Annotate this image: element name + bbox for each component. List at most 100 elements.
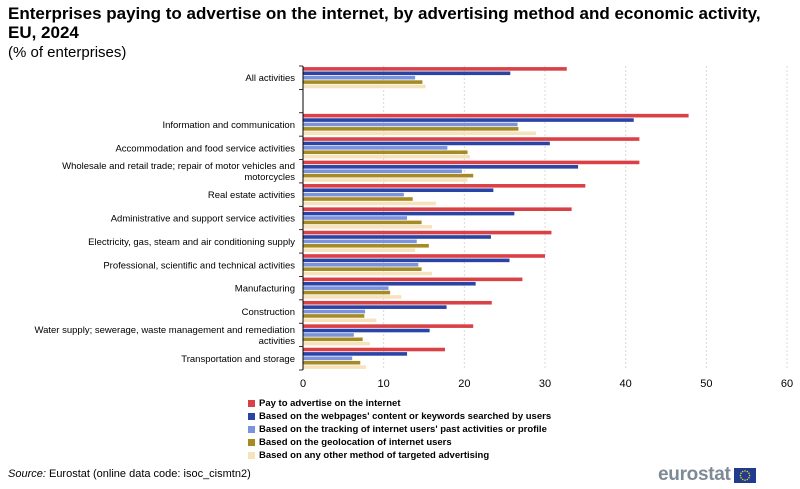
bar-other: [303, 178, 468, 182]
category-label: Professional, scientific and technical a…: [103, 260, 295, 271]
chart-legend: Pay to advertise on the internet Based on…: [248, 397, 551, 462]
bar-tracking: [303, 286, 389, 290]
logo-text: eurostat: [658, 464, 731, 485]
bar-pay: [303, 207, 572, 211]
bar-webpages: [303, 188, 494, 193]
bar-geolocation: [303, 127, 519, 131]
legend-label: Based on the tracking of internet users'…: [259, 424, 547, 435]
bar-geolocation: [303, 314, 365, 318]
bar-tracking: [303, 192, 404, 197]
bar-other: [303, 201, 437, 206]
bar-pay: [303, 277, 523, 282]
legend-swatch: [248, 439, 255, 446]
bar-pay: [303, 324, 474, 328]
legend-label: Pay to advertise on the internet: [259, 398, 401, 409]
chart-subtitle: (% of enterprises): [8, 44, 127, 61]
bar-webpages: [303, 352, 408, 356]
category-label: Transportation and storage: [181, 354, 295, 365]
legend-label: Based on the webpages' content or keywor…: [259, 411, 552, 422]
bar-geolocation: [303, 360, 361, 365]
bar-tracking: [303, 122, 518, 127]
bar-other: [303, 271, 433, 276]
flag-star: [739, 474, 741, 476]
x-tick-label: 30: [539, 378, 551, 390]
source-note: Source: Eurostat (online data code: isoc…: [8, 468, 251, 480]
flag-star: [739, 476, 742, 479]
category-label: Real estate activities: [208, 190, 295, 201]
flag-star: [741, 478, 744, 480]
bar-tracking: [303, 169, 462, 174]
legend-swatch: [248, 452, 255, 459]
bar-tracking: [303, 309, 366, 314]
bar-pay: [303, 184, 586, 188]
bar-geolocation: [303, 220, 422, 225]
category-label: activities: [259, 336, 296, 347]
x-tick-label: 10: [378, 378, 390, 390]
bar-tracking: [303, 75, 416, 80]
bar-webpages: [303, 258, 510, 263]
legend-label: Based on the geolocation of internet use…: [259, 437, 452, 448]
bar-pay: [303, 67, 567, 71]
x-tick-label: 50: [700, 378, 712, 390]
source-label: Source:: [8, 468, 46, 480]
bar-geolocation: [303, 173, 474, 178]
legend-label: Based on any other method of targeted ad…: [259, 450, 490, 461]
category-label: Information and communication: [162, 120, 295, 131]
category-label: motorcycles: [244, 172, 295, 183]
bar-webpages: [303, 281, 476, 286]
bar-other: [303, 295, 402, 299]
bar-pay: [303, 347, 445, 352]
legend-swatch: [248, 400, 255, 407]
flag-star: [743, 469, 746, 472]
category-label: Accommodation and food service activitie…: [115, 143, 295, 154]
bar-tracking: [303, 239, 417, 244]
bar-other: [303, 365, 366, 369]
category-label: Electricity, gas, steam and air conditio…: [88, 237, 295, 248]
bar-webpages: [303, 141, 550, 146]
bar-other: [303, 131, 537, 136]
legend-item: Pay to advertise on the internet: [248, 397, 551, 410]
bar-other: [303, 84, 426, 89]
bar-other: [303, 225, 433, 229]
bar-chart: All activities Information and communicat…: [34, 65, 793, 390]
bar-geolocation: [303, 290, 391, 295]
flag-star: [747, 476, 750, 479]
bar-other: [303, 318, 377, 323]
legend-item: Based on the geolocation of internet use…: [248, 436, 551, 449]
bar-geolocation: [303, 80, 423, 84]
bar-other: [303, 154, 470, 159]
legend-item: Based on the webpages' content or keywor…: [248, 410, 551, 423]
eurostat-logo: eurostat: [658, 464, 756, 486]
bar-webpages: [303, 328, 430, 333]
x-tick-label: 40: [620, 378, 632, 390]
bar-geolocation: [303, 267, 422, 271]
flag-star: [741, 470, 744, 472]
bar-pay: [303, 137, 640, 141]
bar-pay: [303, 254, 545, 258]
category-label: Administrative and support service activ…: [111, 214, 296, 225]
chart-title: Enterprises paying to advertise on the i…: [8, 4, 761, 42]
flag-star: [739, 471, 742, 474]
flag-star: [746, 470, 748, 472]
bar-pay: [303, 160, 640, 165]
bar-webpages: [303, 165, 579, 169]
bar-webpages: [303, 305, 447, 309]
bar-webpages: [303, 118, 634, 122]
x-tick-label: 60: [781, 378, 793, 390]
bar-tracking: [303, 216, 408, 220]
x-tick-label: 20: [458, 378, 470, 390]
legend-swatch: [248, 413, 255, 420]
x-tick-label: 0: [300, 378, 306, 390]
flag-star: [746, 478, 748, 480]
bar-webpages: [303, 71, 511, 76]
flag-star: [747, 471, 750, 474]
bar-tracking: [303, 262, 419, 267]
bar-geolocation: [303, 150, 468, 155]
bar-other: [303, 341, 370, 346]
bar-webpages: [303, 211, 515, 216]
category-label: Wholesale and retail trade; repair of mo…: [62, 161, 295, 172]
legend-swatch: [248, 426, 255, 433]
bar-tracking: [303, 333, 354, 337]
category-label: All activities: [245, 73, 295, 84]
bar-geolocation: [303, 337, 363, 342]
